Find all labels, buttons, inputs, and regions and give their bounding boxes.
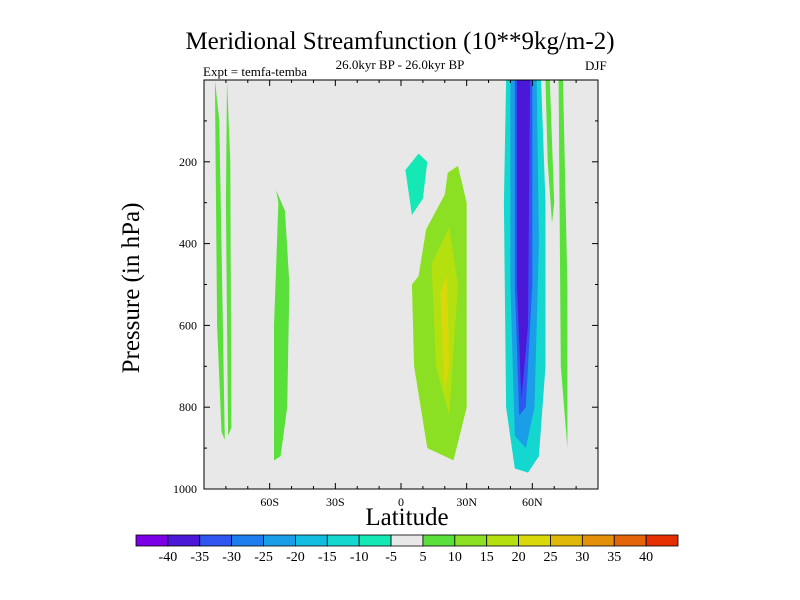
colorbar-label: 25: [543, 550, 557, 565]
y-tick-label: 400: [179, 237, 197, 251]
colorbar-box: [581, 534, 615, 547]
x-tick-label: 60N: [522, 495, 543, 509]
colorbar-label: -25: [254, 550, 273, 565]
colorbar-box: [231, 534, 264, 547]
colorbar-box: [295, 534, 328, 547]
season-label: DJF: [585, 58, 607, 73]
colorbar-label: -10: [350, 550, 369, 565]
contour-regions: [214, 80, 568, 473]
colorbar-label: -30: [222, 550, 241, 565]
colorbar-label: 30: [575, 550, 589, 565]
colorbar-label: 40: [639, 550, 653, 565]
tropics-positive-max: [440, 276, 450, 391]
y-tick-label: 800: [179, 400, 197, 414]
colorbar-label: 10: [448, 550, 462, 565]
colorbar-box: [358, 534, 392, 547]
colorbar-label: -20: [286, 550, 305, 565]
colorbar-box: [645, 534, 679, 547]
colorbar-label: -5: [385, 550, 397, 565]
plot-area: [203, 79, 599, 490]
chart-title: Meridional Streamfunction (10**9kg/m-2): [185, 28, 615, 55]
axes: 60S 30S 0 30N 60N 200 400 600 800 1000: [173, 80, 599, 509]
colorbar-box: [326, 534, 360, 547]
x-tick-label: 30N: [456, 495, 477, 509]
y-tick-label: 200: [179, 155, 197, 169]
colorbar-box: [550, 534, 583, 547]
colorbar-label: -15: [318, 550, 337, 565]
x-tick-label: 30S: [326, 495, 345, 509]
x-tick-label: 0: [398, 495, 404, 509]
colorbar-box: [518, 534, 551, 547]
colorbar-label: -40: [159, 550, 178, 565]
nh-jet-negative-max: [517, 80, 531, 399]
colorbar-label: 15: [480, 550, 494, 565]
colorbar-box: [199, 534, 233, 547]
colorbar-box: [263, 534, 296, 547]
colorbar-box: [167, 534, 201, 547]
colorbar-box: [422, 534, 456, 547]
y-tick-label: 600: [179, 318, 197, 332]
sh-high-lat-positive: [214, 80, 225, 440]
x-axis-label: Latitude: [365, 504, 449, 531]
colorbar-box: [613, 534, 647, 547]
colorbar-label: 35: [607, 550, 621, 565]
sh-high-lat-positive-2: [225, 80, 232, 436]
nh-high-lat-positive: [558, 80, 568, 449]
colorbar-label: 5: [419, 550, 426, 565]
x-tick-label: 60S: [260, 495, 279, 509]
colorbar-label: 20: [512, 550, 526, 565]
colorbar-label: -35: [190, 550, 209, 565]
colorbar-box: [390, 534, 424, 547]
colorbar-box: [135, 534, 169, 547]
upper-tropics-negative-core: [405, 153, 428, 215]
y-tick-label: 1000: [173, 482, 197, 496]
period-label: 26.0kyr BP - 26.0kyr BP: [335, 57, 465, 72]
nh-high-lat-positive-2: [545, 80, 555, 224]
experiment-label: Expt = temfa-temba: [203, 64, 308, 79]
colorbar: -40 -35 -30 -25 -20 -15 -10 -5 5 10 15 20 25 30 35 40: [135, 534, 679, 565]
colorbar-box: [486, 534, 519, 547]
colorbar-box: [454, 534, 488, 547]
sh-mid-lat-positive: [274, 190, 290, 461]
